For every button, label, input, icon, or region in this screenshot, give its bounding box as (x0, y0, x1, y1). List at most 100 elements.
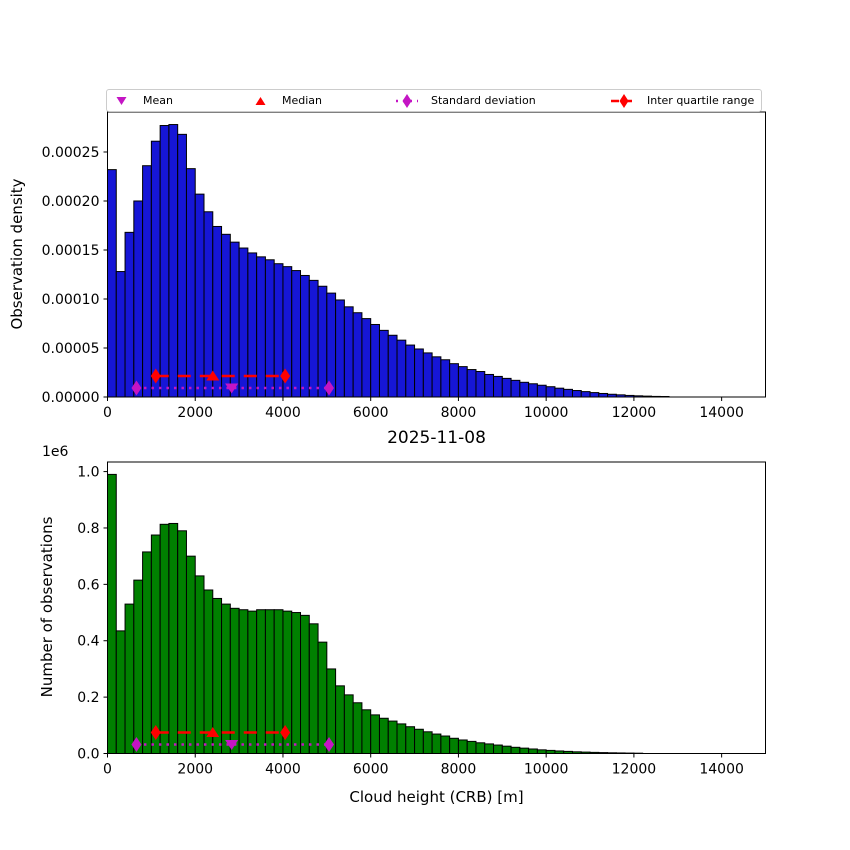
histogram-bar (396, 723, 407, 755)
x-axis-label: Cloud height (CRB) [m] (349, 788, 523, 806)
chart-title: 2025-11-08 (387, 428, 486, 448)
histogram-bar (387, 334, 398, 398)
x-tick-label: 10000 (524, 405, 569, 421)
histogram-bar (370, 714, 380, 755)
mean-marker (225, 383, 239, 394)
histogram-bar (238, 247, 249, 398)
x-tick-label: 0 (103, 762, 112, 778)
y-axis-label-top: Observation density (8, 178, 26, 329)
histogram-bar (405, 344, 416, 398)
x-tick-label: 2000 (177, 762, 213, 778)
histogram-bar (510, 746, 521, 754)
histogram-bar (256, 609, 266, 754)
histogram-bar (387, 720, 398, 755)
histogram-bar (422, 731, 433, 754)
histogram-bar (352, 702, 363, 755)
std-diamond (324, 737, 335, 752)
histogram-bar (317, 641, 328, 755)
y-offset-label: 1e6 (42, 444, 69, 460)
y-tick-label: 0.00010 (42, 292, 100, 308)
x-tick-label: 14000 (699, 762, 744, 778)
histogram-bar (229, 241, 240, 398)
histogram-bar (194, 193, 205, 398)
y-axis-label-bottom: Number of observations (38, 516, 56, 697)
histogram-bar (194, 575, 205, 755)
histogram-bar (185, 168, 196, 398)
histogram-bar (571, 390, 582, 398)
histogram-bar (440, 735, 451, 755)
histogram-bar (343, 306, 354, 398)
histogram-bar (115, 630, 126, 754)
histogram-bar (493, 375, 503, 398)
histogram-bar (361, 318, 372, 398)
iqr-diamond (150, 368, 161, 384)
x-tick-label: 0 (103, 405, 112, 421)
legend: Mean Median Standard deviation (106, 89, 762, 112)
histogram-bar (449, 737, 459, 755)
histogram-bar (133, 200, 144, 398)
diamond-dotted-icon (394, 93, 420, 109)
y-tick-label: 0.00000 (42, 390, 100, 406)
iqr-diamond (280, 725, 291, 740)
histogram-bar (291, 612, 302, 754)
histogram-bar (466, 369, 477, 398)
histogram-bar (501, 745, 512, 754)
legend-item-label: Inter quartile range (647, 94, 755, 107)
histogram-bar (221, 233, 231, 398)
std-diamond (324, 380, 335, 396)
legend-item-label: Mean (143, 94, 173, 107)
histogram-bar (396, 339, 407, 398)
histogram-bar (519, 381, 530, 398)
histogram-bar (484, 743, 495, 754)
legend-item-label: Median (282, 94, 323, 107)
histogram-bar (449, 363, 459, 398)
x-tick-label: 8000 (441, 405, 477, 421)
histogram-bar (115, 271, 126, 398)
histogram-bar (203, 589, 214, 754)
diamond-dashed-icon (610, 93, 638, 109)
histogram-bar (256, 256, 266, 398)
y-tick-label: 0.2 (77, 690, 99, 706)
histogram-bar (475, 742, 486, 754)
legend-item-median: Median (254, 90, 322, 111)
x-tick-label: 4000 (265, 405, 301, 421)
histogram-bar (422, 352, 433, 398)
histogram-bar (203, 211, 214, 398)
y-tick-label: 0.00025 (42, 145, 100, 161)
y-tick-label: 0.4 (77, 634, 99, 650)
y-tick-label: 0.8 (77, 521, 99, 537)
histogram-bar (563, 388, 573, 398)
histogram-bar (317, 285, 328, 398)
histogram-bar (133, 579, 144, 754)
histogram-bar (528, 383, 538, 398)
histogram-bar (159, 125, 170, 398)
x-tick-label: 4000 (265, 762, 301, 778)
legend-item-label: Standard deviation (431, 94, 536, 107)
x-tick-label: 12000 (612, 762, 657, 778)
histogram-bar (378, 717, 389, 755)
y-tick-label: 0.00005 (42, 341, 100, 357)
histogram-bar (580, 391, 591, 398)
histogram-bar (431, 733, 442, 754)
iqr-diamond (280, 368, 291, 384)
histogram-bar (343, 694, 354, 754)
triangle-down-icon (115, 96, 128, 106)
histogram-bar (536, 749, 547, 755)
histogram-bar (142, 551, 152, 754)
histogram-bar (168, 124, 179, 398)
median-marker (206, 727, 220, 737)
axes-spine (107, 111, 766, 398)
histogram-bar (545, 386, 556, 398)
legend-item-std: Standard deviation (394, 90, 536, 111)
histogram-bar (414, 348, 424, 398)
histogram-bar (361, 709, 372, 754)
triangle-up-icon (254, 96, 267, 106)
y-tick-label: 0.6 (77, 577, 99, 593)
histogram-bar (326, 292, 337, 398)
x-tick-label: 14000 (699, 405, 744, 421)
histogram-bar (457, 739, 468, 754)
histogram-bar (221, 603, 231, 755)
iqr-diamond (150, 725, 161, 740)
x-tick-label: 6000 (353, 405, 389, 421)
